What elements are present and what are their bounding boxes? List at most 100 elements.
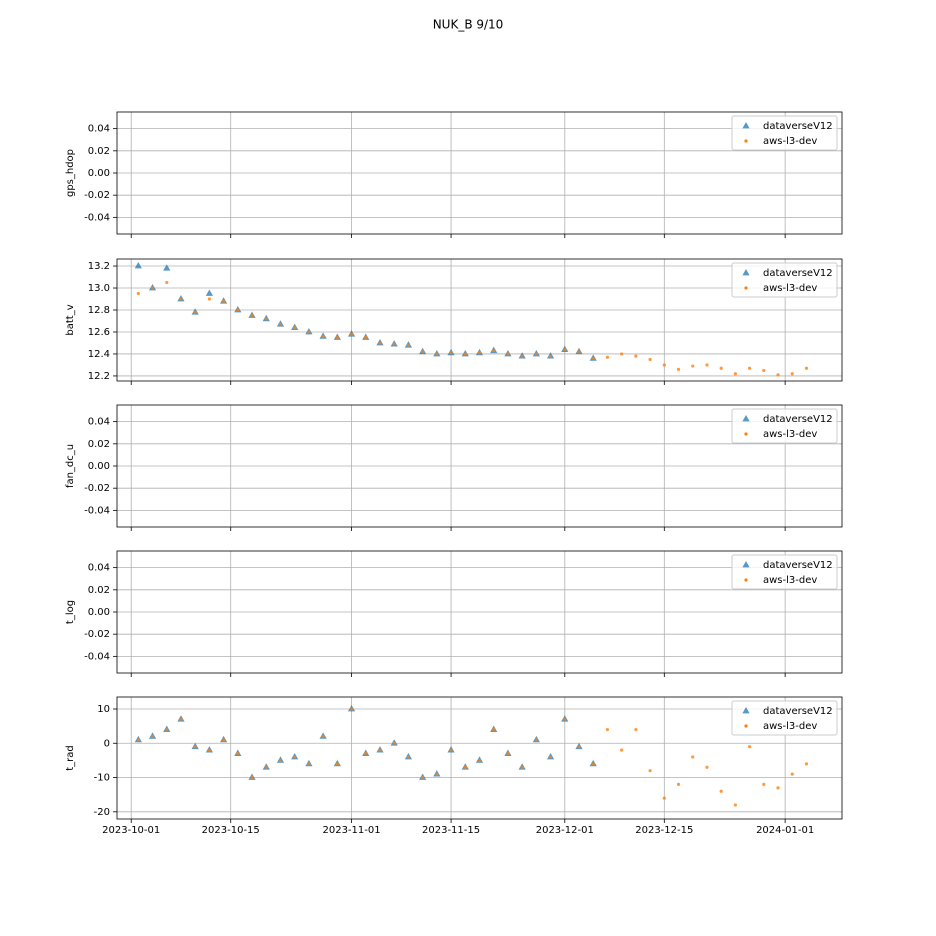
dot-point bbox=[691, 364, 695, 368]
dot-point bbox=[534, 352, 538, 356]
legend-label: dataverseV12 bbox=[763, 560, 833, 571]
dot-point bbox=[577, 350, 581, 354]
legend-box bbox=[731, 554, 838, 590]
dot-point bbox=[605, 355, 610, 359]
dot-point bbox=[662, 363, 666, 367]
dot-point bbox=[179, 717, 183, 721]
dot-point bbox=[307, 330, 311, 334]
dot-point bbox=[207, 297, 212, 301]
y-tick-label: 10 bbox=[97, 704, 110, 715]
dot-point bbox=[591, 356, 595, 360]
dot-point bbox=[236, 308, 240, 312]
dot-point bbox=[648, 769, 652, 773]
y-tick-label: 0.02 bbox=[88, 146, 110, 157]
legend-marker bbox=[742, 122, 750, 129]
legend-box bbox=[731, 408, 838, 444]
legend-label: aws-l3-dev bbox=[763, 575, 817, 586]
y-tick-label: 0.02 bbox=[88, 439, 110, 450]
dot-point bbox=[733, 803, 737, 807]
legend-marker bbox=[744, 139, 748, 143]
dot-point bbox=[463, 352, 467, 356]
dot-point bbox=[449, 351, 453, 355]
x-tick-label: 2024-01-01 bbox=[756, 825, 814, 836]
dot-point bbox=[349, 707, 354, 711]
y-tick-label: -10 bbox=[94, 773, 110, 784]
legend-label: aws-l3-dev bbox=[763, 136, 817, 147]
dot-point bbox=[705, 765, 709, 769]
dot-point bbox=[548, 755, 553, 759]
dot-point bbox=[293, 755, 297, 759]
dot-point bbox=[349, 332, 354, 336]
x-tick-label: 2023-12-15 bbox=[635, 825, 693, 836]
legend-marker bbox=[744, 724, 748, 728]
dot-point bbox=[506, 751, 510, 756]
dot-point bbox=[193, 310, 197, 314]
dot-point bbox=[136, 291, 140, 296]
dot-point bbox=[222, 738, 226, 742]
dot-point bbox=[492, 727, 496, 732]
dot-point bbox=[605, 727, 610, 732]
dot-point bbox=[321, 734, 325, 739]
axes-frame bbox=[116, 111, 843, 235]
dot-point bbox=[705, 363, 709, 367]
dot-point bbox=[392, 741, 396, 745]
dot-point bbox=[747, 366, 752, 370]
dot-point bbox=[563, 347, 567, 352]
dot-point bbox=[506, 352, 510, 356]
legend-box bbox=[731, 115, 838, 151]
dot-point bbox=[733, 372, 737, 376]
legend-marker bbox=[742, 269, 750, 276]
legend-box bbox=[731, 262, 838, 298]
y-tick-label: 12.8 bbox=[88, 305, 110, 316]
dot-point bbox=[307, 762, 311, 766]
dot-point bbox=[236, 751, 240, 756]
dot-point bbox=[804, 366, 809, 370]
legend-label: dataverseV12 bbox=[763, 706, 833, 717]
y-axis-label: batt_v bbox=[65, 304, 76, 335]
dot-point bbox=[620, 748, 624, 752]
dot-point bbox=[719, 789, 723, 793]
y-tick-label: 0 bbox=[104, 738, 110, 749]
legend-label: dataverseV12 bbox=[763, 268, 833, 279]
dot-point bbox=[435, 772, 439, 776]
dot-point bbox=[364, 751, 368, 756]
y-tick-label: -0.04 bbox=[84, 505, 110, 516]
dot-point bbox=[150, 734, 155, 739]
dot-point bbox=[776, 786, 780, 790]
x-tick-label: 2023-11-01 bbox=[322, 825, 380, 836]
dot-point bbox=[278, 322, 283, 326]
y-tick-label: -0.02 bbox=[84, 629, 110, 640]
dot-point bbox=[477, 351, 482, 355]
dot-point bbox=[364, 335, 368, 340]
dot-point bbox=[207, 748, 212, 752]
dot-point bbox=[591, 762, 595, 766]
y-axis-label: fan_dc_u bbox=[65, 444, 76, 488]
dot-point bbox=[293, 325, 297, 330]
legend-label: aws-l3-dev bbox=[763, 283, 817, 294]
dot-point bbox=[463, 765, 467, 769]
dot-point bbox=[762, 368, 766, 373]
dot-point bbox=[719, 366, 723, 370]
dot-point bbox=[179, 297, 183, 301]
y-tick-label: 0.04 bbox=[88, 417, 110, 428]
dot-point bbox=[804, 762, 809, 766]
dot-point bbox=[790, 372, 794, 376]
x-tick-label: 2023-11-15 bbox=[422, 825, 480, 836]
y-tick-label: 13.2 bbox=[88, 261, 110, 272]
figure-title: NUK_B 9/10 bbox=[433, 18, 504, 32]
legend-marker bbox=[742, 707, 750, 714]
dot-point bbox=[165, 280, 169, 285]
legend-marker bbox=[742, 415, 750, 422]
dot-point bbox=[477, 758, 482, 762]
dot-point bbox=[378, 341, 382, 345]
dot-point bbox=[406, 755, 411, 759]
y-tick-label: -0.04 bbox=[84, 651, 110, 662]
dot-point bbox=[563, 717, 567, 721]
axes-frame bbox=[116, 550, 843, 674]
dot-point bbox=[165, 727, 169, 732]
dot-point bbox=[662, 796, 666, 800]
y-tick-label: 0.02 bbox=[88, 585, 110, 596]
dot-point bbox=[790, 772, 794, 776]
dot-point bbox=[421, 775, 425, 780]
dot-point bbox=[150, 286, 155, 290]
